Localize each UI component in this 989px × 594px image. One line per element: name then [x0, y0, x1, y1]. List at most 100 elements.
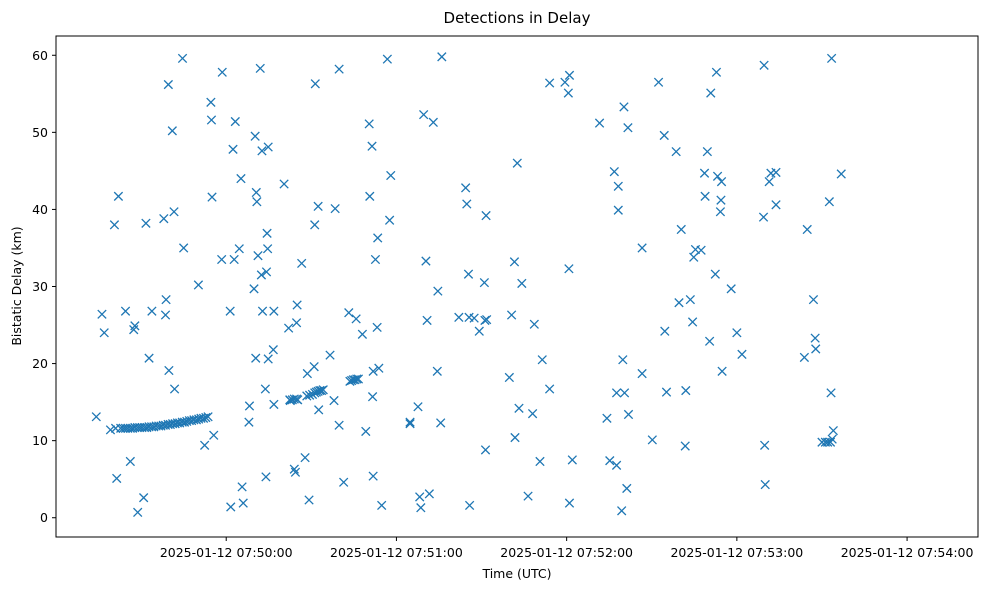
- data-point: [364, 119, 374, 129]
- data-point: [661, 387, 672, 397]
- data-point: [462, 199, 472, 209]
- data-point: [523, 491, 533, 501]
- data-point: [433, 286, 443, 296]
- data-point: [700, 191, 710, 201]
- data-point: [105, 425, 116, 435]
- data-point: [163, 79, 174, 90]
- data-point: [269, 306, 279, 316]
- data-point: [653, 77, 664, 87]
- y-tick-label: 50: [32, 125, 48, 140]
- data-point: [436, 418, 446, 428]
- data-point: [230, 116, 240, 127]
- data-point: [422, 315, 432, 326]
- data-point: [206, 115, 217, 125]
- y-tick-label: 0: [40, 510, 48, 525]
- data-point: [510, 432, 520, 443]
- data-point: [671, 146, 681, 157]
- data-point: [169, 207, 179, 217]
- data-point: [481, 210, 491, 221]
- data-point: [416, 503, 426, 513]
- data-point: [339, 477, 349, 487]
- x-axis: 2025-01-12 07:50:00 2025-01-12 07:51:00 20…: [160, 537, 974, 560]
- data-point: [261, 267, 272, 277]
- x-tick-label: 2025-01-12 07:51:00: [330, 545, 463, 560]
- data-point: [112, 473, 122, 484]
- data-point: [808, 294, 819, 305]
- data-point: [226, 502, 236, 512]
- data-point: [517, 278, 527, 289]
- data-point: [141, 218, 151, 228]
- y-tick-label: 30: [32, 279, 48, 294]
- data-point: [161, 294, 171, 305]
- data-point: [826, 388, 836, 398]
- data-point: [759, 60, 769, 70]
- data-point: [367, 141, 377, 151]
- data-point: [368, 366, 378, 376]
- data-point: [310, 220, 320, 230]
- y-tick-label: 40: [32, 202, 48, 217]
- x-tick-label: 2025-01-12 07:54:00: [841, 545, 974, 560]
- data-point: [715, 207, 726, 217]
- data-point: [377, 500, 387, 511]
- data-point: [292, 300, 302, 310]
- y-axis: 0 10 20 30 40 50 60: [32, 48, 56, 525]
- data-point: [711, 67, 722, 77]
- data-point: [637, 368, 647, 379]
- data-point: [330, 203, 340, 214]
- data-point: [209, 430, 219, 440]
- data-point: [217, 67, 227, 77]
- data-point: [325, 350, 335, 360]
- data-point: [827, 434, 837, 444]
- data-point: [203, 412, 213, 422]
- data-point: [618, 355, 628, 365]
- data-point: [811, 344, 821, 354]
- data-point: [236, 173, 246, 184]
- data-point: [771, 200, 781, 210]
- data-point: [361, 426, 371, 437]
- data-point: [413, 402, 423, 412]
- data-point: [291, 394, 302, 404]
- data-point: [712, 171, 723, 181]
- data-point: [428, 117, 438, 127]
- data-point: [760, 440, 770, 450]
- data-point: [179, 243, 189, 253]
- data-point: [316, 385, 327, 396]
- data-point: [120, 306, 131, 316]
- data-point: [169, 384, 180, 394]
- data-point: [269, 399, 279, 410]
- data-point: [464, 500, 475, 511]
- data-point: [144, 353, 154, 363]
- data-point: [609, 166, 619, 177]
- data-point: [313, 201, 323, 211]
- data-point: [564, 498, 575, 508]
- data-point: [257, 146, 267, 156]
- data-point: [217, 254, 227, 265]
- data-point: [244, 417, 254, 427]
- data-point: [283, 323, 294, 333]
- data-point: [350, 375, 360, 385]
- data-point: [680, 441, 690, 451]
- data-point: [357, 329, 368, 339]
- data-point: [611, 460, 622, 470]
- data-point: [605, 456, 615, 466]
- data-point: [481, 314, 492, 325]
- data-point: [206, 97, 216, 107]
- data-point: [460, 183, 471, 193]
- data-point: [255, 63, 265, 74]
- data-point: [351, 314, 361, 324]
- data-point: [263, 142, 273, 152]
- data-point: [480, 445, 491, 455]
- data-point: [424, 489, 434, 499]
- data-point: [405, 419, 415, 429]
- data-point: [314, 405, 324, 415]
- data-point: [263, 354, 273, 364]
- data-point: [261, 472, 271, 482]
- data-point: [384, 215, 395, 225]
- data-point: [251, 187, 261, 198]
- data-point: [717, 366, 727, 376]
- data-point: [514, 403, 524, 413]
- data-point: [251, 353, 261, 363]
- data-point: [732, 328, 742, 338]
- data-point: [810, 333, 820, 343]
- data-point: [372, 322, 382, 333]
